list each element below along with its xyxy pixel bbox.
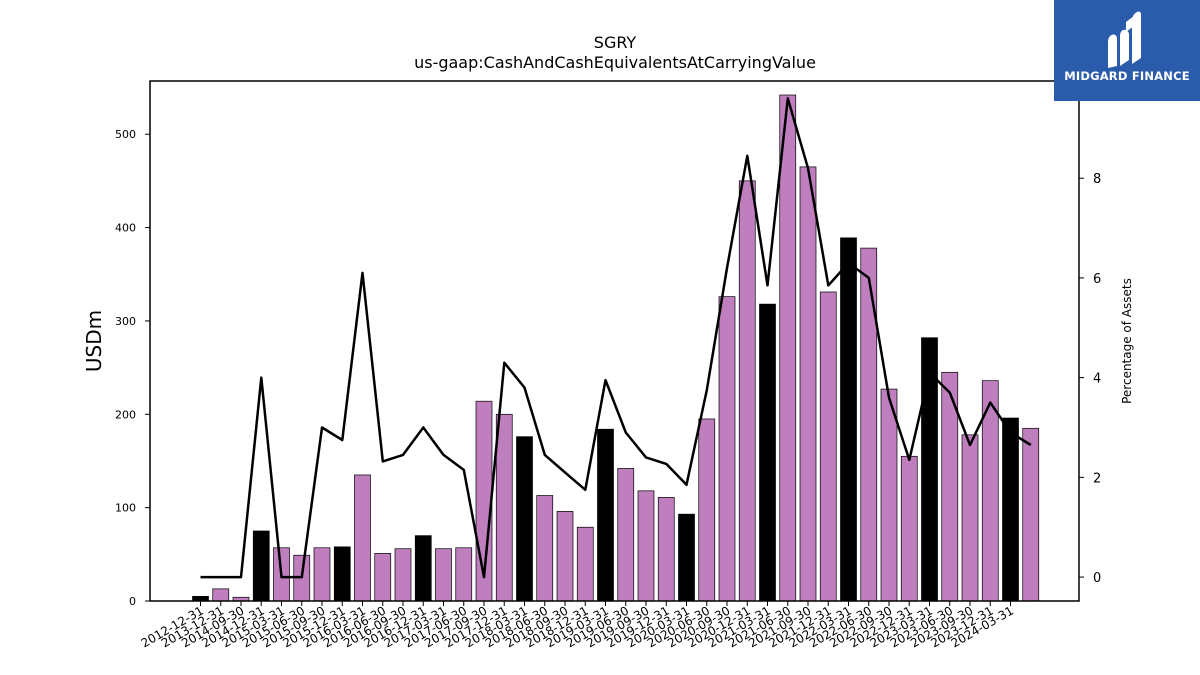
bar-9	[374, 553, 392, 602]
bar-13	[455, 547, 473, 602]
y2-tick-label: 8	[1093, 172, 1101, 187]
bar-23	[657, 497, 675, 602]
bar-20	[597, 428, 614, 602]
y-axis-label: USDm	[82, 310, 106, 372]
bar-15	[495, 413, 513, 602]
logo-text: MIDGARD FINANCE	[1064, 69, 1190, 83]
y-tick-label: 0	[129, 595, 136, 608]
bar-33	[860, 247, 878, 602]
y2-tick-label: 2	[1093, 471, 1101, 486]
bar-40	[1002, 417, 1019, 602]
bar-26	[718, 296, 736, 602]
bar-29	[779, 94, 797, 602]
bar-18	[556, 511, 574, 602]
y-tick-label: 200	[115, 408, 136, 421]
line-group	[200, 97, 1032, 579]
bar-6	[313, 547, 331, 602]
bar-30	[799, 166, 817, 602]
bar-41	[1022, 427, 1040, 602]
bar-7	[333, 546, 351, 602]
plot-frame	[149, 80, 1080, 602]
bar-3	[252, 530, 270, 602]
bar-1	[212, 588, 230, 602]
bar-22	[637, 490, 655, 602]
bars-group	[192, 94, 1040, 602]
bar-31	[819, 291, 837, 602]
bar-35	[900, 455, 918, 602]
y2-tick-label: 4	[1093, 372, 1101, 387]
bar-38	[961, 434, 979, 602]
y-tick-label: 300	[115, 315, 136, 328]
brand-logo: MIDGARD FINANCE	[1054, 0, 1200, 101]
bar-17	[536, 495, 554, 602]
bar-27	[738, 180, 756, 602]
bar-34	[880, 388, 898, 602]
bar-32	[840, 237, 857, 602]
logo-mark-icon	[1108, 11, 1141, 68]
bar-12	[435, 548, 452, 602]
y-tick-label: 100	[115, 502, 136, 515]
bar-21	[617, 468, 635, 602]
line-series	[200, 97, 1032, 579]
bar-28	[759, 303, 776, 602]
chart-title: SGRY	[593, 33, 637, 52]
chart-subtitle: us-gaap:CashAndCashEquivalentsAtCarrying…	[414, 53, 816, 72]
y-tick-label: 400	[115, 222, 136, 235]
bar-24	[678, 513, 695, 602]
bar-10	[394, 548, 412, 602]
bar-25	[698, 418, 716, 602]
bar-8	[354, 474, 371, 602]
bar-16	[516, 436, 533, 602]
y2-tick-label: 0	[1093, 571, 1101, 586]
y-tick-label: 500	[115, 128, 136, 141]
bar-19	[576, 526, 594, 602]
y2-tick-label: 6	[1093, 272, 1101, 287]
bar-11	[414, 535, 432, 602]
axes-group: 0100200300400500024682012-12-312013-12-3…	[115, 128, 1101, 650]
y2-axis-label: Percentage of Assets	[1120, 278, 1134, 404]
